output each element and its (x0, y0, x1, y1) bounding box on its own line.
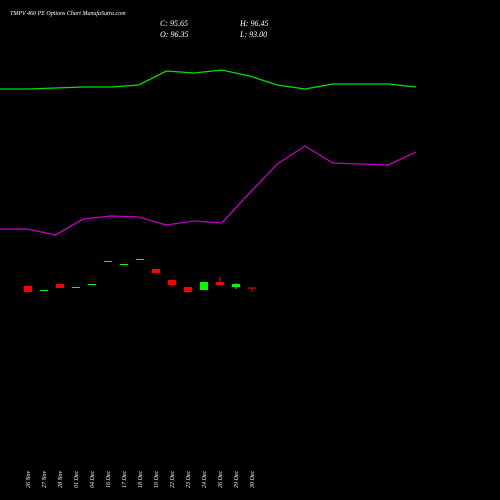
candle-body (24, 286, 32, 292)
x-tick-label: 01 Dec (74, 471, 80, 488)
x-tick-label: 26 Dec (218, 471, 224, 488)
candle-body (72, 287, 80, 288)
low-label: L: 93.00 (239, 30, 267, 39)
x-tick-label: 19 Dec (154, 471, 160, 488)
x-tick-label: 17 Dec (122, 471, 128, 488)
chart-title: TMPV 460 PE Options Chart MunafaSutra.co… (10, 10, 126, 17)
candle-body (104, 261, 112, 262)
indicator-line (0, 69, 417, 90)
close-label: C: 95.65 (160, 19, 188, 28)
x-tick-label: 26 Nov (26, 470, 32, 488)
x-tick-label: 24 Dec (201, 471, 208, 488)
candle-body (136, 259, 144, 260)
open-label: O: 96.35 (160, 30, 188, 39)
candle-body (152, 269, 160, 273)
indicator-line (0, 145, 417, 236)
x-tick-label: 18 Dec (138, 471, 144, 488)
candle-body (40, 290, 48, 291)
candle-body (216, 282, 224, 285)
x-tick-label: 16 Dec (106, 471, 112, 488)
candle-body (184, 287, 192, 292)
candle-body (56, 284, 64, 288)
x-tick-label: 04 Dec (89, 471, 96, 488)
x-tick-label: 22 Dec (170, 471, 176, 488)
candle-body (120, 264, 128, 265)
x-tick-label: 30 Dec (250, 471, 256, 489)
candle-body (232, 284, 240, 287)
high-label: H: 96.45 (239, 19, 268, 28)
x-tick-label: 29 Dec (234, 471, 240, 488)
x-tick-label: 28 Nov (58, 470, 64, 488)
x-tick-label: 23 Dec (186, 471, 192, 488)
candle-body (168, 280, 176, 285)
x-tick-label: 27 Nov (42, 470, 48, 488)
candle-body (88, 284, 96, 285)
candle-body (248, 287, 256, 289)
candle-body (200, 282, 208, 290)
